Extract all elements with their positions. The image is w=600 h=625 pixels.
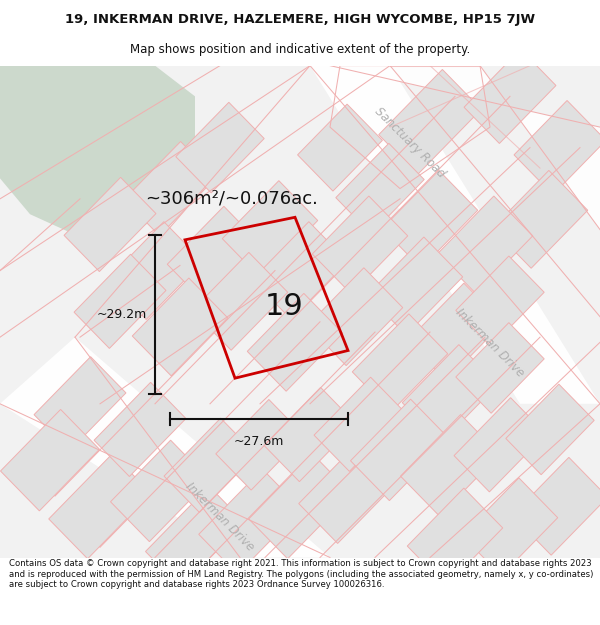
- Polygon shape: [299, 438, 401, 543]
- Text: Inkerman Drive: Inkerman Drive: [183, 479, 257, 553]
- Polygon shape: [379, 69, 481, 174]
- Polygon shape: [407, 283, 503, 381]
- Text: Map shows position and indicative extent of the property.: Map shows position and indicative extent…: [130, 42, 470, 56]
- Polygon shape: [298, 104, 382, 191]
- Polygon shape: [310, 66, 600, 404]
- Polygon shape: [454, 398, 546, 492]
- Text: Contains OS data © Crown copyright and database right 2021. This information is : Contains OS data © Crown copyright and d…: [9, 559, 593, 589]
- Polygon shape: [222, 181, 318, 279]
- Polygon shape: [330, 66, 600, 229]
- Polygon shape: [107, 222, 203, 319]
- Polygon shape: [401, 414, 499, 516]
- Text: ~29.2m: ~29.2m: [97, 308, 147, 321]
- Polygon shape: [34, 357, 126, 451]
- Polygon shape: [314, 377, 406, 471]
- Polygon shape: [110, 440, 209, 542]
- Polygon shape: [94, 382, 186, 476]
- Polygon shape: [49, 454, 151, 559]
- Polygon shape: [312, 196, 408, 294]
- Text: ~27.6m: ~27.6m: [234, 434, 284, 447]
- Polygon shape: [382, 171, 478, 268]
- Polygon shape: [252, 222, 348, 319]
- Polygon shape: [464, 49, 556, 144]
- Polygon shape: [64, 177, 156, 271]
- Polygon shape: [199, 469, 301, 574]
- Polygon shape: [456, 322, 544, 413]
- Polygon shape: [1, 409, 100, 511]
- Polygon shape: [264, 388, 356, 482]
- Polygon shape: [146, 486, 244, 588]
- Polygon shape: [216, 399, 304, 490]
- Polygon shape: [350, 399, 449, 501]
- Polygon shape: [176, 102, 264, 193]
- Polygon shape: [352, 314, 448, 412]
- Polygon shape: [167, 206, 263, 304]
- Text: Inkerman Drive: Inkerman Drive: [453, 306, 527, 379]
- Polygon shape: [192, 253, 288, 350]
- Polygon shape: [506, 384, 594, 475]
- Text: 19: 19: [265, 292, 303, 321]
- Polygon shape: [0, 337, 330, 558]
- Polygon shape: [74, 254, 166, 348]
- Polygon shape: [247, 293, 343, 391]
- Polygon shape: [512, 458, 600, 555]
- Polygon shape: [124, 141, 216, 236]
- Polygon shape: [0, 66, 195, 235]
- Polygon shape: [249, 454, 351, 559]
- Polygon shape: [164, 418, 256, 512]
- Polygon shape: [492, 171, 588, 268]
- Text: ~306m²/~0.076ac.: ~306m²/~0.076ac.: [145, 190, 318, 208]
- Polygon shape: [407, 488, 503, 586]
- Text: 19, INKERMAN DRIVE, HAZLEMERE, HIGH WYCOMBE, HP15 7JW: 19, INKERMAN DRIVE, HAZLEMERE, HIGH WYCO…: [65, 13, 535, 26]
- Polygon shape: [132, 278, 228, 376]
- Polygon shape: [402, 344, 498, 442]
- Polygon shape: [514, 101, 600, 195]
- Polygon shape: [367, 237, 463, 335]
- Polygon shape: [462, 478, 558, 576]
- Text: Sanctuary Road: Sanctuary Road: [372, 105, 448, 180]
- Polygon shape: [336, 143, 424, 234]
- Polygon shape: [456, 256, 544, 347]
- Polygon shape: [307, 268, 403, 366]
- Polygon shape: [437, 196, 533, 294]
